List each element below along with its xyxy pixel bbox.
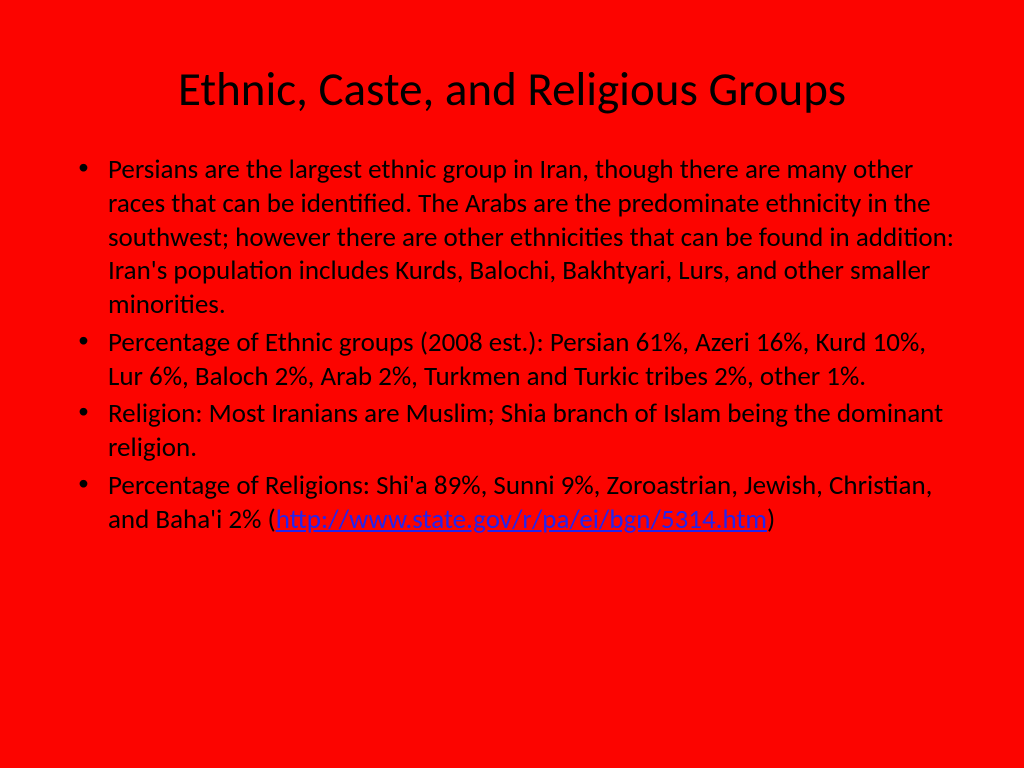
- source-link[interactable]: http://www.state.gov/r/pa/ei/bgn/5314.ht…: [276, 503, 767, 536]
- bullet-text: Religion: Most Iranians are Muslim; Shia…: [108, 397, 943, 464]
- slide-container: Ethnic, Caste, and Religious Groups Pers…: [0, 0, 1024, 768]
- bullet-list: Persians are the largest ethnic group in…: [60, 153, 964, 536]
- bullet-item: Percentage of Ethnic groups (2008 est.):…: [60, 326, 964, 394]
- bullet-text: Percentage of Ethnic groups (2008 est.):…: [108, 326, 926, 393]
- bullet-item: Percentage of Religions: Shi'a 89%, Sunn…: [60, 469, 964, 537]
- bullet-text: Persians are the largest ethnic group in…: [108, 153, 954, 321]
- slide-title: Ethnic, Caste, and Religious Groups: [60, 60, 964, 118]
- bullet-item: Persians are the largest ethnic group in…: [60, 153, 964, 322]
- bullet-item: Religion: Most Iranians are Muslim; Shia…: [60, 397, 964, 465]
- bullet-text-after: ): [767, 503, 775, 536]
